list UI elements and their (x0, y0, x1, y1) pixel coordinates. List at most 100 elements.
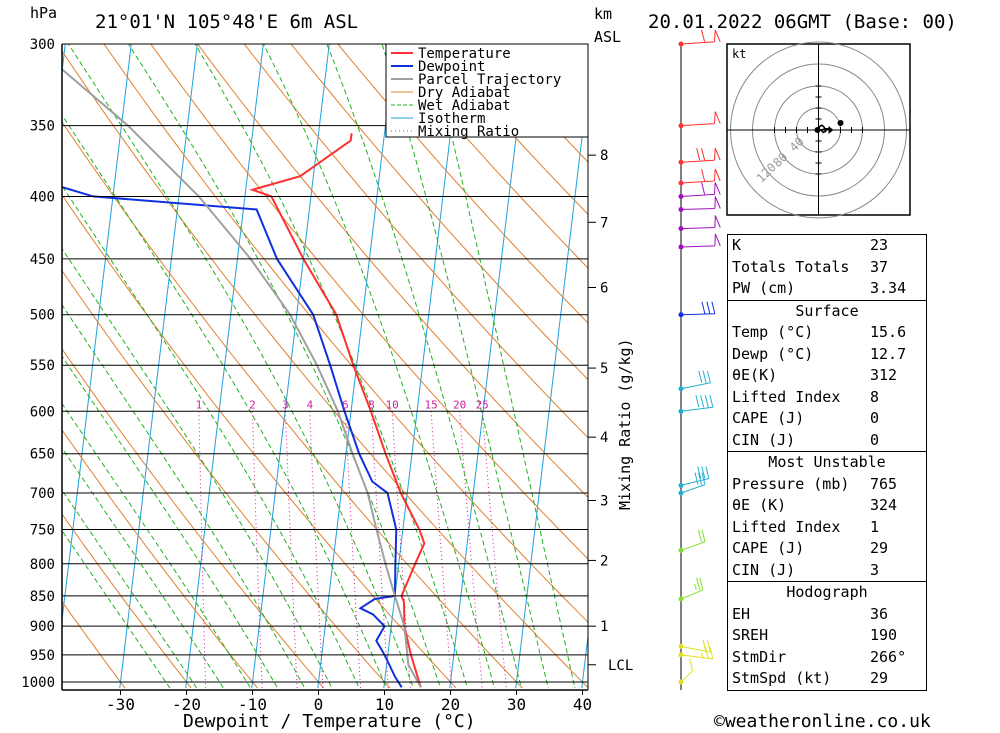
hpa-unit: hPa (30, 4, 57, 22)
stat-row: θE(K) 312 (728, 365, 926, 387)
wet-adiabat-line (62, 402, 252, 688)
wind-barb (680, 658, 694, 683)
isotherm-line (251, 44, 330, 688)
km-tick-label: 3 (600, 494, 608, 510)
legend-label-parcel: Parcel Trajectory (418, 72, 561, 88)
x-tick-label: -10 (238, 695, 267, 714)
wet-adiabat-line (62, 529, 171, 688)
pressure-tick-label: 350 (30, 119, 55, 135)
stats-basic: K 23 Totals Totals 37 PW (cm) 3.34 (727, 234, 927, 301)
pressure-tick-label: 500 (30, 308, 55, 324)
stat-value: 37 (870, 257, 889, 276)
stat-label: θE (K) (732, 496, 787, 514)
stats-most-unstable: Most Unstable Pressure (mb) 765 θE (K) 324… (727, 451, 927, 582)
mixing-ratio-line (481, 411, 507, 688)
isotherm-line (645, 0, 737, 708)
dry-adiabat-line (62, 513, 192, 688)
wind-barb (680, 370, 711, 390)
stats-surface: Surface Temp (°C) 15.6 Dewp (°C) 12.7 θE(K… (727, 299, 927, 452)
dry-adiabat-line (62, 348, 325, 688)
wet-adiabat-line (381, 44, 549, 688)
surface-heading: Surface (795, 301, 859, 320)
mixing-ratio-line (459, 411, 483, 688)
dry-adiabat-line (62, 600, 126, 688)
stat-value: 8 (870, 387, 880, 406)
pressure-tick-label: 750 (30, 523, 55, 539)
wind-barb (680, 577, 704, 600)
stat-value: 1 (870, 517, 880, 536)
stat-label: CAPE (J) (732, 409, 805, 427)
pressure-tick-label: 950 (30, 648, 55, 664)
stat-row: StmSpd (kt) 29 (728, 668, 926, 690)
stat-value: 3 (870, 560, 880, 579)
stat-label: CIN (J) (732, 430, 796, 449)
pressure-tick-label: 800 (30, 557, 55, 573)
stat-label: Totals Totals (732, 257, 850, 276)
km-tick-label: 8 (600, 148, 608, 164)
hodograph-trace (817, 124, 831, 134)
mixing-ratio-tick-label: 4 (306, 398, 313, 411)
mixing-ratio-line (198, 411, 207, 688)
asl-unit: ASL (594, 28, 621, 46)
hodograph-storm-dot (837, 120, 844, 126)
wind-barb (680, 395, 714, 412)
mixing-ratio-tick-label: 20 (453, 398, 466, 411)
stat-label: SREH (732, 626, 769, 644)
stat-row: K 23 (728, 235, 926, 257)
stat-row: EH 36 (728, 604, 926, 626)
stat-value: 0 (870, 430, 880, 449)
stat-value: 3.34 (870, 279, 907, 297)
stat-value: 15.6 (870, 323, 907, 341)
stat-row: CIN (J) 3 (728, 560, 926, 582)
stat-value: 266° (870, 647, 907, 666)
x-tick-label: 10 (375, 695, 394, 714)
wet-adiabat-line (326, 44, 522, 688)
x-axis-label: Dewpoint / Temperature (°C) (183, 711, 476, 732)
stat-row: PW (cm) 3.34 (728, 278, 926, 300)
stat-label: PW (cm) (732, 279, 796, 297)
mixing-ratio-tick-label: 6 (342, 398, 349, 411)
stat-value: 190 (870, 626, 898, 644)
stat-label: CAPE (J) (732, 539, 805, 557)
pressure-tick-label: 900 (30, 619, 55, 635)
stat-row: Temp (°C) 15.6 (728, 322, 926, 344)
wind-barb (680, 466, 710, 486)
stat-value: 0 (870, 409, 880, 427)
isotherm-line (185, 44, 264, 688)
stat-value: 765 (870, 474, 898, 493)
stat-row: CIN (J) 0 (728, 430, 926, 452)
wind-barb (680, 215, 721, 230)
wind-barb (680, 640, 711, 653)
mixing-ratio-tick-label: 8 (368, 398, 375, 411)
mixing-ratio-line (344, 411, 362, 688)
x-tick-label: 0 (314, 695, 324, 714)
copyright-label: ©weatheronline.co.uk (714, 711, 931, 732)
pressure-tick-label: 1000 (21, 675, 55, 691)
stat-value: 23 (870, 236, 889, 254)
wind-barb (680, 646, 714, 660)
stat-label: EH (732, 604, 751, 623)
dry-adiabat-line (62, 269, 391, 688)
stat-row: θE (K) 324 (728, 495, 926, 517)
stats-panel: K 23 Totals Totals 37 PW (cm) 3.34 Surface … (727, 234, 927, 691)
wet-adiabat-line (62, 447, 225, 688)
dry-adiabat-line (337, 44, 588, 324)
x-tick-label: -20 (172, 695, 201, 714)
stat-value: 29 (870, 539, 889, 557)
km-tick-label: LCL (608, 658, 633, 674)
wind-barb (680, 196, 721, 211)
hodograph-start-dot (814, 127, 821, 133)
wet-adiabat-line (262, 44, 496, 688)
stat-row: Lifted Index 8 (728, 387, 926, 409)
legend-label-wet-adiabat: Wet Adiabat (418, 98, 511, 114)
hodograph-heading: Hodograph (786, 583, 868, 601)
isotherm-line (0, 0, 11, 708)
legend-label-mixing-ratio: Mixing Ratio (418, 124, 519, 140)
isotherm-line (62, 44, 132, 624)
dry-adiabat-line (62, 121, 523, 688)
mixing-ratio-tick-label: 1 (196, 398, 203, 411)
wind-barb (680, 111, 721, 127)
stat-row: Pressure (mb) 765 (728, 474, 926, 496)
mixing-ratio-line (430, 411, 453, 688)
stat-label: StmSpd (kt) (732, 669, 832, 687)
